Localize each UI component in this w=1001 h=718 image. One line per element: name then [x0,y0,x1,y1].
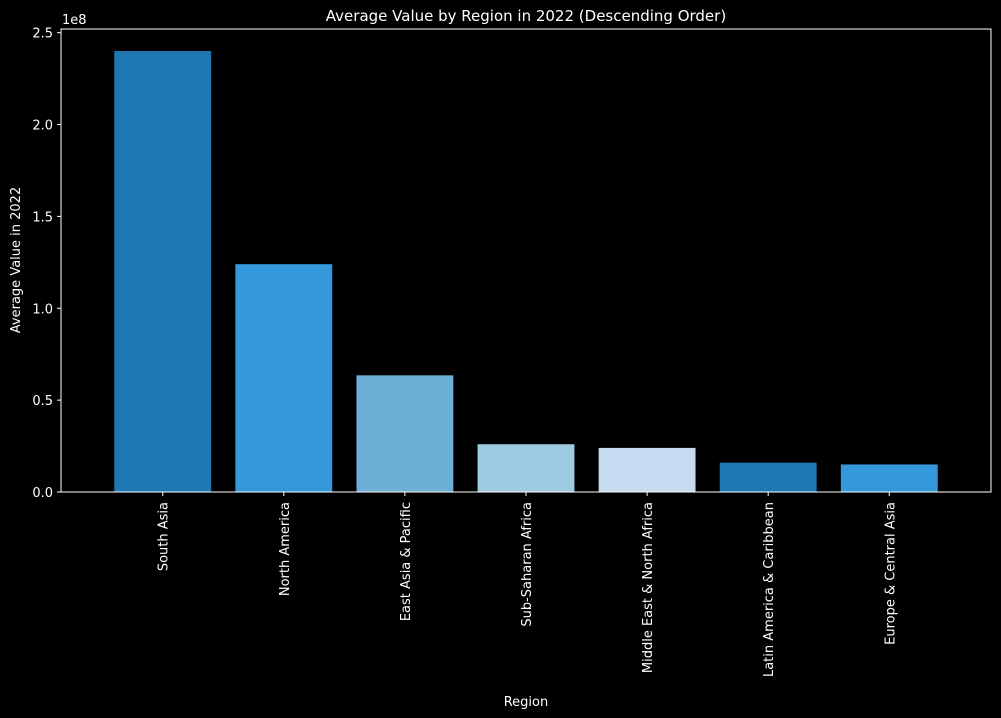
x-tick-label: Latin America & Caribbean [762,502,777,677]
x-tick-label: Middle East & North Africa [641,502,656,673]
x-tick-label: Europe & Central Asia [883,502,898,645]
plot-area-frame [60,28,992,493]
bar-sub-saharan-africa [477,444,575,492]
bars-layer [114,51,938,493]
y-tick-label: 1.0 [32,302,53,317]
x-tick-label: Sub-Saharan Africa [520,502,535,627]
bar-europe-central-asia [840,464,938,492]
bar-north-america [235,264,333,492]
bar-east-asia-pacific [356,375,454,492]
y-tick-label: 1.5 [32,210,53,225]
y-tick-label: 0.5 [32,394,53,409]
y-axis-offset-label: 1e8 [62,13,87,28]
ticks-layer: South Asia North America East Asia & Pacif… [32,27,898,677]
chart-title: Average Value by Region in 2022 (Descend… [326,7,726,25]
x-tick-label: East Asia & Pacific [399,502,414,621]
bar-middle-east-north-africa [598,447,696,492]
x-axis-label: Region [504,695,549,710]
y-tick-label: 2.0 [32,119,53,134]
y-tick-label: 0.0 [32,486,53,501]
y-axis-label: Average Value in 2022 [9,187,24,333]
x-tick-label: North America [278,502,293,596]
x-tick-label: South Asia [157,502,172,571]
bar-south-asia [114,51,212,493]
bar-latin-america-caribbean [719,462,817,492]
y-tick-label: 2.5 [32,27,53,42]
